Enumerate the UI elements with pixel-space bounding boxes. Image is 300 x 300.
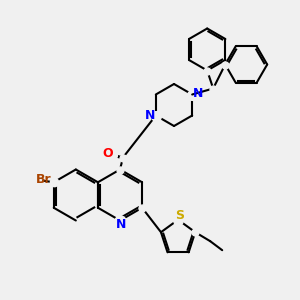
Text: O: O <box>103 146 113 160</box>
Text: S: S <box>175 209 184 222</box>
Text: N: N <box>192 86 203 100</box>
Text: Br: Br <box>35 173 51 186</box>
Text: N: N <box>145 109 156 122</box>
Text: N: N <box>116 218 127 232</box>
